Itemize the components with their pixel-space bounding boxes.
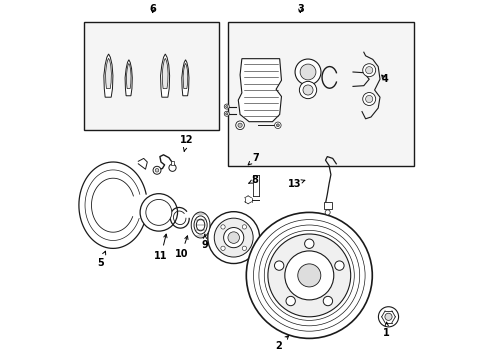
Circle shape: [300, 64, 315, 80]
Circle shape: [223, 228, 244, 248]
Polygon shape: [126, 63, 131, 89]
Polygon shape: [162, 58, 168, 89]
Bar: [171, 161, 174, 165]
Circle shape: [145, 199, 171, 225]
Circle shape: [155, 168, 159, 172]
Circle shape: [214, 218, 253, 257]
Circle shape: [365, 95, 372, 103]
Circle shape: [246, 212, 371, 338]
Ellipse shape: [194, 216, 207, 234]
Ellipse shape: [196, 219, 204, 231]
Circle shape: [362, 64, 375, 77]
Circle shape: [153, 166, 161, 174]
Circle shape: [294, 59, 320, 85]
Circle shape: [242, 246, 246, 251]
Bar: [84, 22, 219, 130]
Circle shape: [299, 81, 316, 99]
Polygon shape: [103, 54, 113, 97]
Text: 8: 8: [248, 175, 258, 185]
Circle shape: [362, 93, 375, 105]
Circle shape: [225, 113, 227, 115]
Polygon shape: [105, 58, 111, 89]
Circle shape: [365, 67, 372, 74]
Circle shape: [303, 85, 312, 95]
Circle shape: [140, 194, 177, 231]
Circle shape: [334, 261, 344, 270]
Circle shape: [304, 239, 313, 248]
Circle shape: [285, 296, 295, 306]
Circle shape: [297, 264, 320, 287]
Circle shape: [221, 246, 224, 251]
Circle shape: [274, 122, 281, 129]
Circle shape: [325, 210, 329, 215]
Circle shape: [242, 225, 246, 229]
Polygon shape: [182, 60, 188, 96]
Circle shape: [207, 212, 259, 264]
Circle shape: [224, 111, 229, 116]
Circle shape: [276, 124, 279, 127]
Circle shape: [323, 296, 332, 306]
Circle shape: [284, 251, 333, 300]
Text: 6: 6: [149, 4, 156, 14]
Circle shape: [225, 105, 227, 108]
Circle shape: [168, 164, 176, 171]
Polygon shape: [238, 59, 281, 122]
Circle shape: [221, 225, 224, 229]
Circle shape: [378, 307, 398, 327]
Text: 10: 10: [174, 236, 188, 259]
Circle shape: [227, 232, 239, 243]
Bar: [228, 22, 413, 166]
Text: 12: 12: [180, 135, 193, 151]
Text: 4: 4: [381, 74, 387, 84]
Circle shape: [274, 261, 283, 270]
Text: 3: 3: [296, 4, 303, 14]
Circle shape: [267, 234, 350, 317]
Text: 13: 13: [287, 179, 304, 189]
Text: 9: 9: [201, 234, 208, 250]
Circle shape: [235, 121, 244, 130]
Polygon shape: [160, 54, 169, 97]
Text: 7: 7: [248, 153, 258, 165]
Text: 5: 5: [97, 251, 105, 268]
Polygon shape: [125, 60, 132, 96]
Circle shape: [224, 104, 229, 109]
Circle shape: [384, 313, 391, 320]
Polygon shape: [183, 63, 187, 89]
Text: 11: 11: [154, 234, 167, 261]
Bar: [323, 202, 331, 209]
Text: 2: 2: [275, 336, 288, 351]
Ellipse shape: [191, 212, 209, 238]
Text: 1: 1: [383, 322, 389, 338]
Circle shape: [238, 123, 242, 127]
